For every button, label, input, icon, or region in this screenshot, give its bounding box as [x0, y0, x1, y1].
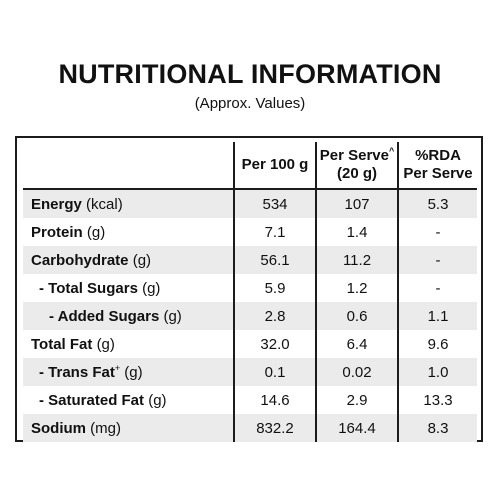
- header-per-100g-label: Per 100 g: [241, 156, 309, 173]
- value-per-serve: 1.2: [315, 274, 397, 302]
- nutrient-name-cell: - Saturated Fat (g): [23, 386, 233, 414]
- nutrient-name-cell: Energy (kcal): [23, 190, 233, 218]
- nutrition-table-panel: Per 100 g Per Serve^ (20 g) %RDA Per Ser…: [15, 136, 483, 442]
- nutrient-mark: +: [114, 362, 121, 373]
- nutrient-unit: (g): [148, 391, 167, 409]
- nutrient-name: Carbohydrate: [31, 251, 129, 269]
- table-row: - Total Sugars (g) 5.9 1.2 -: [23, 274, 477, 302]
- nutrient-name: Total Fat: [31, 335, 93, 353]
- page-subtitle: (Approx. Values): [194, 95, 306, 112]
- nutrient-name: Saturated Fat: [48, 391, 145, 409]
- table-header-row: Per 100 g Per Serve^ (20 g) %RDA Per Ser…: [23, 142, 477, 190]
- value-per-100g: 0.1: [233, 358, 315, 386]
- nutrient-name-cell: - Added Sugars (g): [23, 302, 233, 330]
- nutrient-name-cell: Carbohydrate (g): [23, 246, 233, 274]
- nutrient-name-cell: Protein (g): [23, 218, 233, 246]
- value-per-serve: 0.6: [315, 302, 397, 330]
- value-rda: -: [397, 274, 477, 302]
- page-title: NUTRITIONAL INFORMATION: [58, 59, 442, 89]
- value-per-100g: 32.0: [233, 330, 315, 358]
- nutrient-name: Added Sugars: [57, 307, 160, 325]
- nutrient-name: Trans Fat: [48, 363, 115, 381]
- nutrient-name-cell: Sodium (mg): [23, 414, 233, 442]
- table-row: Protein (g) 7.1 1.4 -: [23, 218, 477, 246]
- value-rda: 8.3: [397, 414, 477, 442]
- value-per-serve: 11.2: [315, 246, 397, 274]
- table-row: Energy (kcal) 534 107 5.3: [23, 190, 477, 218]
- header-rda: %RDA Per Serve: [397, 142, 477, 190]
- table-row: - Added Sugars (g) 2.8 0.6 1.1: [23, 302, 477, 330]
- nutrient-name-cell: Total Fat (g): [23, 330, 233, 358]
- value-rda: 1.0: [397, 358, 477, 386]
- nutrient-name: Sodium: [31, 419, 86, 437]
- nutrient-name-cell: - Total Sugars (g): [23, 274, 233, 302]
- value-per-100g: 5.9: [233, 274, 315, 302]
- header-per-serve-mark: ^: [388, 146, 395, 156]
- table-row: - Saturated Fat (g) 14.6 2.9 13.3: [23, 386, 477, 414]
- header-per-serve: Per Serve^ (20 g): [315, 142, 397, 190]
- header-nutrient-blank: [23, 142, 233, 190]
- nutrient-unit: (g): [124, 363, 143, 381]
- nutrient-prefix: -: [39, 363, 49, 381]
- value-per-serve: 1.4: [315, 218, 397, 246]
- value-per-serve: 164.4: [315, 414, 397, 442]
- value-rda: -: [397, 246, 477, 274]
- header-per-100g: Per 100 g: [233, 142, 315, 190]
- nutrition-table: Per 100 g Per Serve^ (20 g) %RDA Per Ser…: [23, 142, 477, 442]
- nutrient-name: Total Sugars: [48, 279, 138, 297]
- value-per-serve: 0.02: [315, 358, 397, 386]
- value-per-100g: 56.1: [233, 246, 315, 274]
- value-rda: 13.3: [397, 386, 477, 414]
- nutrient-prefix: -: [39, 279, 49, 297]
- nutrient-name: Protein: [31, 223, 83, 241]
- table-row: Carbohydrate (g) 56.1 11.2 -: [23, 246, 477, 274]
- header-rda-label: %RDA: [415, 147, 461, 164]
- nutrient-name: Energy: [31, 195, 82, 213]
- nutrient-unit: (kcal): [86, 195, 123, 213]
- nutrient-unit: (g): [96, 335, 115, 353]
- nutrient-unit: (mg): [90, 419, 121, 437]
- nutrient-unit: (g): [142, 279, 161, 297]
- value-per-100g: 14.6: [233, 386, 315, 414]
- value-rda: 5.3: [397, 190, 477, 218]
- nutrient-name-cell: - Trans Fat+ (g): [23, 358, 233, 386]
- header-per-serve-label: Per Serve: [319, 147, 389, 164]
- table-row: Sodium (mg) 832.2 164.4 8.3: [23, 414, 477, 442]
- nutrient-unit: (g): [163, 307, 182, 325]
- value-per-100g: 7.1: [233, 218, 315, 246]
- nutrient-prefix: -: [39, 391, 49, 409]
- value-per-serve: 107: [315, 190, 397, 218]
- header-rda-sublabel: Per Serve: [403, 165, 473, 182]
- nutrient-prefix: -: [49, 307, 58, 325]
- table-row: Total Fat (g) 32.0 6.4 9.6: [23, 330, 477, 358]
- value-per-serve: 2.9: [315, 386, 397, 414]
- value-rda: 9.6: [397, 330, 477, 358]
- value-per-100g: 2.8: [233, 302, 315, 330]
- value-rda: 1.1: [397, 302, 477, 330]
- value-per-serve: 6.4: [315, 330, 397, 358]
- value-per-100g: 832.2: [233, 414, 315, 442]
- header-serve-size: (20 g): [336, 165, 377, 182]
- table-row: - Trans Fat+ (g) 0.1 0.02 1.0: [23, 358, 477, 386]
- value-per-100g: 534: [233, 190, 315, 218]
- value-rda: -: [397, 218, 477, 246]
- nutrient-unit: (g): [132, 251, 152, 269]
- nutrient-unit: (g): [86, 223, 106, 241]
